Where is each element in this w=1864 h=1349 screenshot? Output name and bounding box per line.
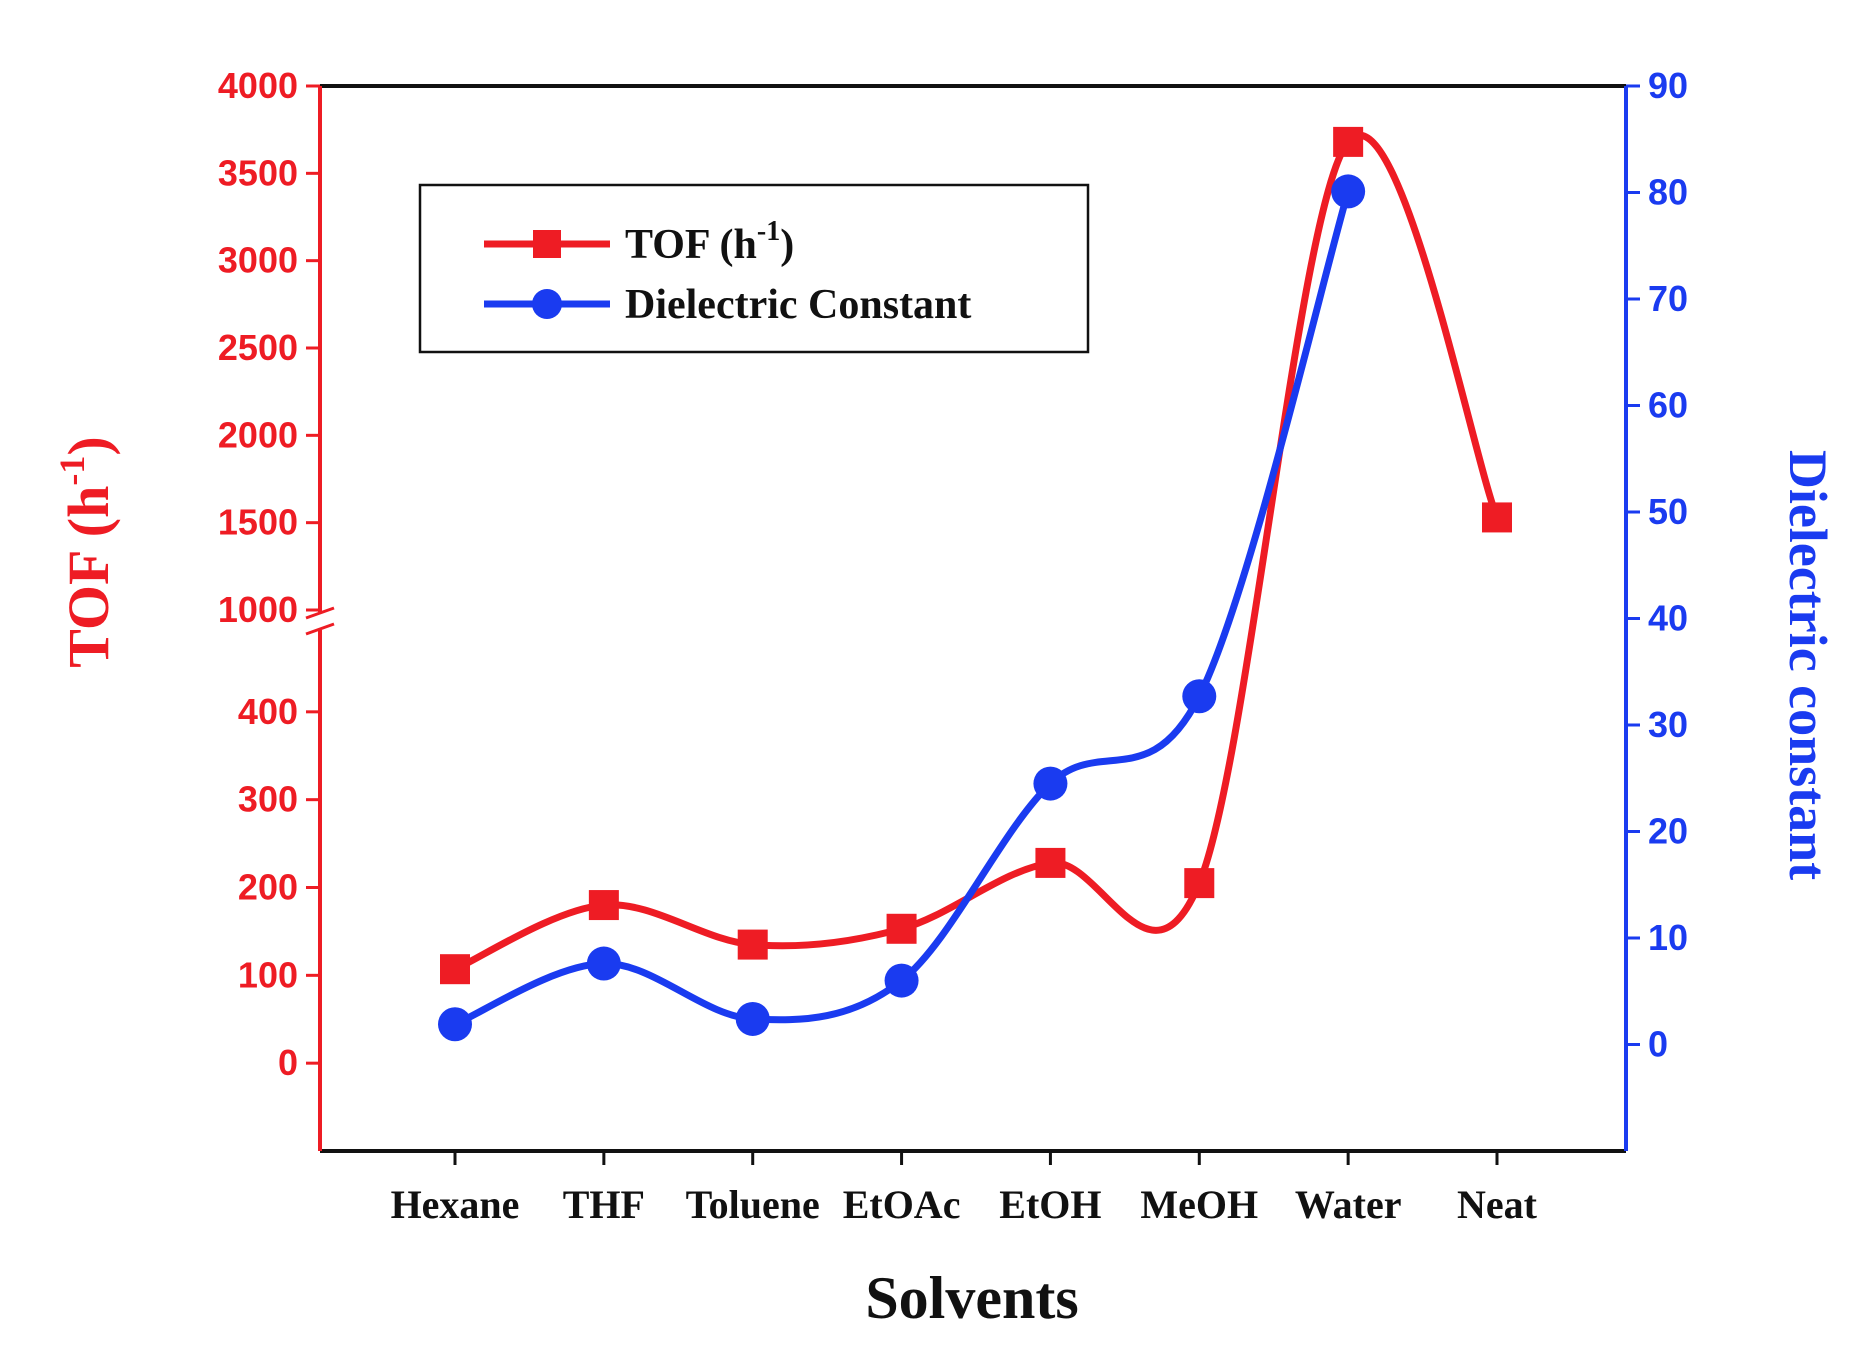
legend-box xyxy=(418,183,1090,354)
y-right-tick-label: 30 xyxy=(1648,704,1688,745)
y-right-tick-label: 60 xyxy=(1648,385,1688,426)
y-left-tick-label: 1500 xyxy=(218,502,298,543)
x-tick-label: Water xyxy=(1295,1182,1402,1227)
x-tick-label: MeOH xyxy=(1140,1182,1258,1227)
tof-point xyxy=(886,913,917,944)
y-left-tick-label: 2000 xyxy=(218,414,298,455)
tof-point xyxy=(588,890,619,921)
tof-point xyxy=(1035,847,1066,878)
dielectric-point xyxy=(735,1001,770,1036)
tof-point xyxy=(440,954,470,985)
axis-break-mark-bottom xyxy=(305,622,335,636)
x-tick-label: EtOAc xyxy=(843,1182,961,1227)
legend-dielectric-marker xyxy=(532,289,562,319)
dielectric-point xyxy=(1331,174,1366,209)
x-tick-label: Toluene xyxy=(686,1182,820,1227)
y-right-tick-label: 0 xyxy=(1648,1024,1668,1065)
axis-break-mark-top xyxy=(305,606,335,620)
dielectric-point xyxy=(438,1007,472,1042)
x-tick-label: Neat xyxy=(1457,1182,1538,1227)
legend-tof-label: TOF (h-1) xyxy=(625,216,794,268)
y-right-tick-label: 70 xyxy=(1648,278,1688,319)
legend-dielectric-label: Dielectric Constant xyxy=(625,282,971,328)
x-axis-title: Solvents xyxy=(865,1265,1078,1331)
y-right-tick-label: 80 xyxy=(1648,172,1688,213)
y-right-tick-label: 10 xyxy=(1648,917,1688,958)
y-left-tick-label: 4000 xyxy=(218,65,298,106)
y-right-tick-label: 90 xyxy=(1648,65,1688,106)
series-line-1 xyxy=(451,187,1352,1028)
tof-point xyxy=(1482,502,1512,533)
y-left-tick-label: 100 xyxy=(238,954,298,995)
dielectric-point xyxy=(1033,766,1068,801)
y-right-tick-label: 20 xyxy=(1648,811,1688,852)
dielectric-point xyxy=(884,963,919,998)
series-markers xyxy=(438,126,1512,1042)
y-right-tick-label: 40 xyxy=(1648,598,1688,639)
y-left-tick-label: 3000 xyxy=(218,240,298,281)
y-left-tick-label: 200 xyxy=(238,867,298,908)
legend: TOF (h-1) Dielectric Constant xyxy=(418,183,1090,354)
y-left-tick-label: 400 xyxy=(238,691,298,732)
tof-point xyxy=(1184,868,1215,899)
tof-point xyxy=(737,929,768,960)
y-right-axis-title: Dielectric constant xyxy=(1778,450,1838,880)
y-left-tick-label: 2500 xyxy=(218,327,298,368)
dielectric-point xyxy=(586,946,621,981)
x-tick-label: EtOH xyxy=(999,1182,1101,1227)
axis-ticks: 0100200300400100015002000250030003500400… xyxy=(218,65,1688,1227)
x-tick-label: Hexane xyxy=(391,1182,520,1227)
y-left-tick-label: 300 xyxy=(238,779,298,820)
y-right-tick-label: 50 xyxy=(1648,491,1688,532)
legend-tof-marker xyxy=(533,230,561,258)
dielectric-point xyxy=(1182,679,1217,714)
y-left-tick-label: 0 xyxy=(278,1042,298,1083)
y-left-tick-label: 3500 xyxy=(218,152,298,193)
x-tick-label: THF xyxy=(563,1182,645,1227)
y-left-axis-title: TOF (h-1) xyxy=(52,436,121,667)
y-left-tick-label: 1000 xyxy=(218,589,298,630)
tof-point xyxy=(1333,126,1364,157)
